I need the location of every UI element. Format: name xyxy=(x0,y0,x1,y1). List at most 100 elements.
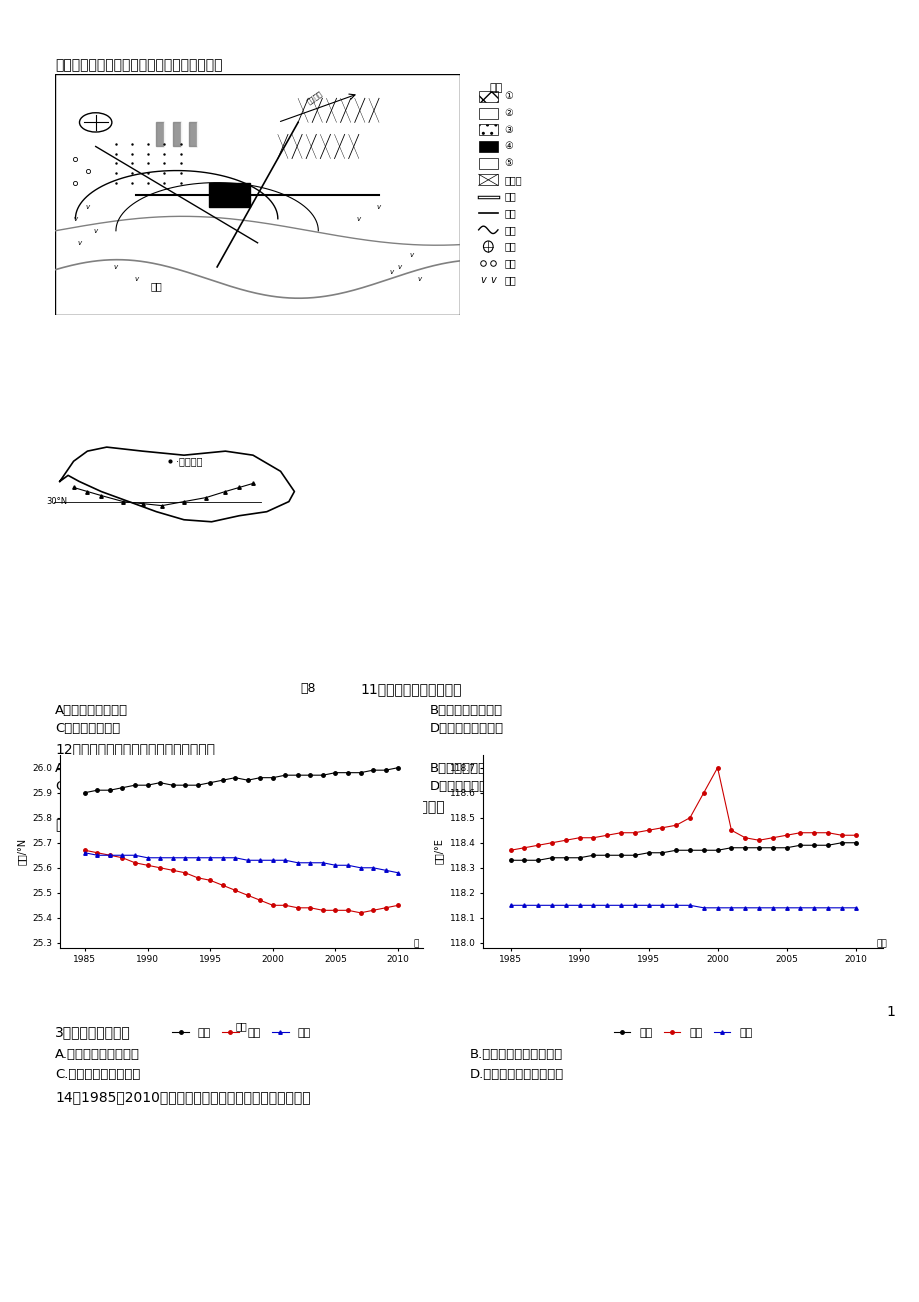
Text: C.①居住区    ②工业区    ③文教区    ④商业区    ⑤仓储区: C.①居住区 ②工业区 ③文教区 ④商业区 ⑤仓储区 xyxy=(55,120,315,133)
人口 xyxy=(330,858,341,874)
人口 xyxy=(615,897,626,913)
Text: 铁路: 铁路 xyxy=(504,191,516,202)
经济 xyxy=(279,897,290,913)
Text: 公路: 公路 xyxy=(504,208,516,219)
Y-axis label: 纬度/°N: 纬度/°N xyxy=(17,838,27,865)
Text: 图8: 图8 xyxy=(300,682,315,695)
Text: B.①工业区    ②商业区    ③仓储区    ④居住区    ⑤文教区: B.①工业区 ②商业区 ③仓储区 ④居住区 ⑤文教区 xyxy=(55,104,315,117)
经济 xyxy=(822,825,833,841)
耕地 xyxy=(587,848,598,863)
经济 xyxy=(130,855,141,871)
Text: 河流: 河流 xyxy=(504,225,516,234)
Text: v: v xyxy=(490,275,495,285)
Text: B．植被与土壤: B．植被与土壤 xyxy=(429,762,486,775)
经济 xyxy=(317,902,328,918)
耕地 xyxy=(725,840,736,855)
耕地 xyxy=(279,767,290,783)
经济 xyxy=(92,845,103,861)
人口 xyxy=(217,850,228,866)
人口 xyxy=(104,848,115,863)
耕地 xyxy=(794,837,805,853)
耕地 xyxy=(217,772,228,788)
耕地 xyxy=(808,837,819,853)
人口 xyxy=(368,859,379,875)
人口 xyxy=(725,900,736,915)
Text: 读「西藏主要城镇分布示意图」，完成下列各题。: 读「西藏主要城镇分布示意图」，完成下列各题。 xyxy=(175,158,358,172)
Text: B．深切的河谷地带: B．深切的河谷地带 xyxy=(429,704,503,717)
经济 xyxy=(587,829,598,845)
人口 xyxy=(154,850,165,866)
耕地 xyxy=(629,848,640,863)
耕地 xyxy=(780,840,791,855)
Text: ①: ① xyxy=(504,91,513,102)
经济 xyxy=(656,820,667,836)
Bar xyxy=(478,108,497,118)
耕地 xyxy=(573,850,584,866)
经济 xyxy=(684,810,695,825)
经济 xyxy=(368,902,379,918)
Y-axis label: 经度/°E: 经度/°E xyxy=(434,838,444,865)
Line: 经济: 经济 xyxy=(508,766,857,852)
经济 xyxy=(192,870,203,885)
Text: 绳地: 绳地 xyxy=(504,275,516,285)
Text: 下图是运用地理信息技术制作而成的福建省耕地、经济和人口重心演变: 下图是运用地理信息技术制作而成的福建省耕地、经济和人口重心演变 xyxy=(185,799,444,814)
耕地 xyxy=(849,835,860,850)
耕地 xyxy=(230,769,241,785)
人口 xyxy=(656,897,667,913)
Text: v: v xyxy=(409,251,413,258)
人口 xyxy=(601,897,612,913)
Text: 1: 1 xyxy=(885,1005,894,1019)
人口 xyxy=(780,900,791,915)
Bar xyxy=(478,124,497,135)
人口 xyxy=(142,850,153,866)
人口 xyxy=(192,850,203,866)
人口 xyxy=(808,900,819,915)
经济 xyxy=(79,842,90,858)
Text: 市功能区的角度考虑，下列用地类型正确的是: 市功能区的角度考虑，下列用地类型正确的是 xyxy=(55,59,222,72)
人口 xyxy=(179,850,190,866)
Bar xyxy=(478,158,497,169)
经济 xyxy=(505,842,516,858)
经济 xyxy=(342,902,353,918)
Line: 耕地: 耕地 xyxy=(508,841,857,862)
耕地 xyxy=(518,853,529,868)
Polygon shape xyxy=(209,182,249,207)
耕地 xyxy=(255,769,266,785)
经济 xyxy=(753,832,764,848)
Polygon shape xyxy=(173,122,180,146)
Text: C．平坦的高原面: C．平坦的高原面 xyxy=(55,723,120,736)
Text: 14．1985～2010年，福建省耕地重心移动的主要原因是：: 14．1985～2010年，福建省耕地重心移动的主要原因是： xyxy=(55,1090,311,1104)
人口 xyxy=(532,897,543,913)
人口 xyxy=(292,855,303,871)
Text: D.①商业区    ②仓储区    ③工业区    ④居住区    ⑤文教区: D.①商业区 ②仓储区 ③工业区 ④居住区 ⑤文教区 xyxy=(55,135,316,148)
人口 xyxy=(242,853,253,868)
经济 xyxy=(573,829,584,845)
Text: 机场: 机场 xyxy=(504,242,516,251)
耕地 xyxy=(601,848,612,863)
人口 xyxy=(753,900,764,915)
经济 xyxy=(615,825,626,841)
人口 xyxy=(117,848,128,863)
人口 xyxy=(255,853,266,868)
Line: 人口: 人口 xyxy=(83,852,400,875)
人口 xyxy=(629,897,640,913)
经济 xyxy=(698,785,709,801)
经济 xyxy=(835,828,846,844)
Polygon shape xyxy=(188,122,197,146)
Polygon shape xyxy=(180,122,188,146)
Text: A．宽阔的平原地区: A．宽阔的平原地区 xyxy=(55,704,128,717)
Text: ·主要城镇: ·主要城镇 xyxy=(176,456,202,466)
耕地 xyxy=(698,842,709,858)
Text: v: v xyxy=(77,240,82,246)
Text: 12．影响图中城镇分布的主要自然因素是: 12．影响图中城镇分布的主要自然因素是 xyxy=(55,742,215,756)
人口 xyxy=(849,900,860,915)
Line: 经济: 经济 xyxy=(83,849,400,914)
耕地 xyxy=(642,845,653,861)
耕地 xyxy=(79,785,90,801)
耕地 xyxy=(92,783,103,798)
耕地 xyxy=(355,764,366,780)
人口 xyxy=(304,855,315,871)
经济 xyxy=(532,837,543,853)
Text: 30°N: 30°N xyxy=(46,497,67,506)
Text: A．地形与水源: A．地形与水源 xyxy=(55,762,112,775)
